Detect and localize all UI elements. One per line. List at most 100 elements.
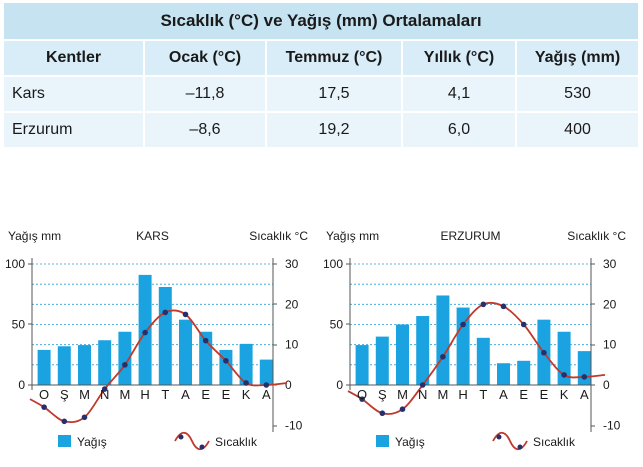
legend-line-marker: [496, 434, 502, 440]
right-axis-label: Sıcaklık °C: [249, 229, 308, 243]
left-tick-label: 100: [323, 257, 343, 271]
bar-yagis: [98, 340, 112, 385]
month-label: A: [580, 387, 589, 402]
cell-january: –8,6: [144, 111, 267, 147]
left-tick-label: 100: [5, 257, 25, 271]
legend-line-marker: [517, 444, 523, 450]
legend-bar-swatch: [58, 435, 71, 447]
right-tick-label: 30: [285, 257, 299, 271]
month-label: M: [119, 387, 130, 402]
left-axis-label: Yağış mm: [326, 229, 379, 243]
table-row-kars: Kars –11,8 17,5 4,1 530: [4, 75, 639, 112]
month-label: M: [437, 387, 448, 402]
header-july: Temmuz (°C): [266, 40, 403, 76]
point-sicaklik: [460, 321, 466, 328]
header-january: Ocak (°C): [144, 40, 267, 76]
bar-yagis: [57, 346, 71, 385]
month-label: A: [499, 387, 508, 402]
point-sicaklik: [162, 309, 169, 316]
point-sicaklik: [440, 353, 446, 360]
bar-yagis: [436, 295, 450, 385]
cell-july: 17,5: [266, 75, 403, 112]
point-sicaklik: [520, 321, 527, 328]
chart-title: ERZURUM: [441, 229, 501, 243]
point-sicaklik: [61, 418, 68, 425]
month-label: Ş: [60, 387, 69, 402]
cell-city: Kars: [4, 75, 145, 112]
table-row-erzurum: Erzurum –8,6 19,2 6,0 400: [4, 111, 639, 147]
right-axis-label: Sıcaklık °C: [567, 229, 626, 243]
bar-yagis: [497, 363, 510, 385]
header-cities: Kentler: [4, 40, 145, 76]
bar-yagis: [416, 316, 430, 385]
month-label: O: [357, 387, 367, 402]
legend-bar-swatch: [376, 435, 389, 447]
bar-yagis: [239, 343, 253, 385]
table-title: Sıcaklık (°C) ve Yağış (mm) Ortalamaları: [4, 3, 639, 41]
bar-yagis: [476, 337, 490, 385]
legend-line-label: Sıcaklık: [533, 435, 576, 449]
point-sicaklik: [223, 358, 229, 364]
cell-city: Erzurum: [4, 111, 145, 147]
right-tick-label: 30: [603, 257, 617, 271]
point-sicaklik: [182, 311, 189, 318]
month-label: H: [458, 387, 467, 402]
right-tick-label: 20: [603, 297, 617, 311]
legend-line-marker: [199, 444, 205, 450]
cell-precip: 530: [516, 75, 639, 112]
climate-table-container: Sıcaklık (°C) ve Yağış (mm) Ortalamaları…: [4, 3, 639, 147]
right-tick-label: 0: [603, 378, 610, 392]
left-tick-label: 0: [18, 378, 25, 392]
right-tick-label: -10: [285, 418, 303, 432]
bar-yagis: [118, 331, 132, 385]
legend-line-marker: [178, 434, 184, 440]
point-sicaklik: [263, 382, 270, 388]
bar-yagis: [355, 345, 369, 385]
point-sicaklik: [561, 372, 567, 378]
left-tick-label: 50: [12, 318, 26, 332]
table-header-row: Kentler Ocak (°C) Temmuz (°C) Yıllık (°C…: [4, 40, 639, 76]
month-label: M: [397, 387, 408, 402]
month-label: H: [140, 387, 149, 402]
legend-bar-label: Yağış: [77, 435, 107, 449]
right-tick-label: 0: [285, 378, 292, 392]
point-sicaklik: [541, 349, 547, 356]
chart-erzurum: Yağış mm ERZURUM Sıcaklık °C1005003020100-…: [323, 229, 626, 451]
month-label: N: [100, 387, 109, 402]
chart-title: KARS: [136, 229, 169, 243]
bar-yagis: [78, 345, 91, 385]
right-tick-label: 20: [285, 297, 299, 311]
month-label: E: [540, 387, 549, 402]
month-label: K: [242, 387, 251, 402]
climate-table: Sıcaklık (°C) ve Yağış (mm) Ortalamaları…: [4, 3, 639, 147]
point-sicaklik: [379, 410, 386, 417]
month-label: K: [560, 387, 569, 402]
right-tick-label: 10: [603, 338, 617, 352]
cell-annual: 4,1: [402, 75, 517, 112]
bar-yagis: [375, 336, 389, 385]
left-tick-label: 50: [330, 318, 344, 332]
legend-line-label: Sıcaklık: [215, 435, 258, 449]
table-title-row: Sıcaklık (°C) ve Yağış (mm) Ortalamaları: [4, 3, 639, 41]
bar-yagis: [158, 286, 172, 385]
bar-yagis: [179, 319, 192, 385]
point-sicaklik: [399, 406, 406, 413]
header-precip: Yağış (mm): [516, 40, 639, 76]
legend-bar-label: Yağış: [395, 435, 425, 449]
cell-annual: 6,0: [402, 111, 517, 147]
bar-yagis: [456, 307, 470, 385]
point-sicaklik: [122, 362, 128, 368]
right-tick-label: 10: [285, 338, 299, 352]
cell-july: 19,2: [266, 111, 403, 147]
month-label: A: [181, 387, 190, 402]
point-sicaklik: [41, 404, 47, 410]
point-sicaklik: [142, 329, 148, 336]
month-label: M: [79, 387, 90, 402]
month-label: N: [418, 387, 427, 402]
month-label: T: [161, 387, 169, 402]
cell-precip: 400: [516, 111, 639, 147]
header-annual: Yıllık (°C): [402, 40, 517, 76]
bar-yagis: [577, 351, 591, 385]
point-sicaklik: [500, 303, 507, 310]
